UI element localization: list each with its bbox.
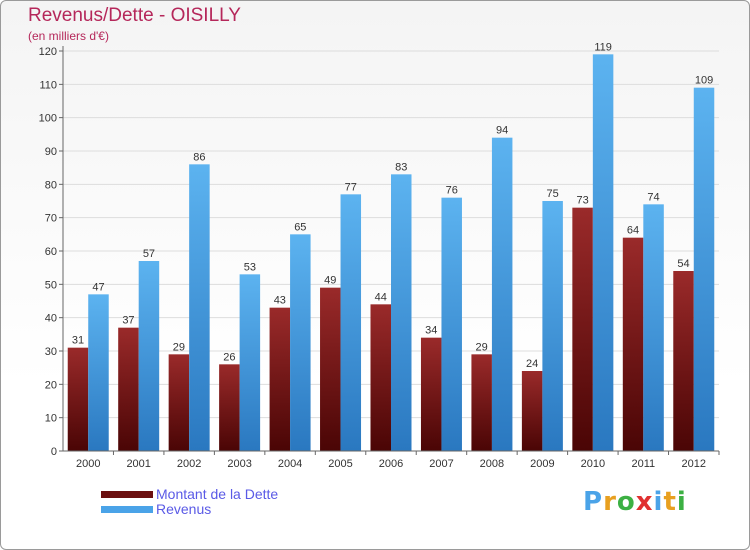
- legend-swatch-dette: [101, 491, 153, 498]
- bar-revenus: [239, 274, 261, 451]
- x-tick-label: 2000: [76, 458, 100, 470]
- data-label-revenus: 109: [695, 75, 713, 87]
- x-tick-label: 2004: [278, 458, 302, 470]
- y-tick-label: 90: [45, 146, 57, 158]
- y-tick-label: 70: [45, 213, 57, 225]
- data-label-dette: 44: [375, 291, 387, 303]
- x-tick-label: 2002: [177, 458, 201, 470]
- data-label-revenus: 47: [92, 281, 104, 293]
- chart-title: Revenus/Dette - OISILLY: [28, 5, 241, 26]
- x-tick-label: 2001: [126, 458, 150, 470]
- data-label-dette: 54: [677, 258, 689, 270]
- data-label-revenus: 53: [244, 261, 256, 273]
- bar-dette: [320, 287, 341, 451]
- x-tick-label: 2011: [631, 458, 655, 470]
- bar-dette: [572, 207, 593, 451]
- data-label-dette: 26: [223, 351, 235, 363]
- data-label-revenus: 65: [294, 221, 306, 233]
- y-tick-label: 110: [39, 79, 57, 91]
- bar-dette: [471, 354, 492, 451]
- bar-revenus: [441, 197, 462, 451]
- y-tick-label: 20: [45, 379, 57, 391]
- bar-revenus: [391, 174, 412, 452]
- legend-label-dette: Montant de la Dette: [156, 486, 279, 502]
- data-label-dette: 49: [324, 275, 336, 287]
- data-label-revenus: 77: [345, 181, 357, 193]
- data-label-dette: 43: [274, 295, 286, 307]
- y-tick-label: 50: [45, 279, 57, 291]
- bar-dette: [673, 271, 694, 451]
- x-tick-label: 2005: [328, 458, 352, 470]
- data-label-dette: 64: [627, 225, 639, 237]
- data-label-dette: 37: [122, 315, 134, 327]
- data-label-revenus: 94: [496, 125, 508, 137]
- bar-revenus: [88, 294, 109, 451]
- data-label-revenus: 74: [647, 191, 659, 203]
- x-tick-label: 2012: [682, 458, 706, 470]
- x-tick-label: 2007: [429, 458, 453, 470]
- x-tick-label: 2009: [530, 458, 554, 470]
- bar-revenus: [138, 261, 160, 451]
- bar-dette: [168, 354, 190, 451]
- chart-subtitle: (en milliers d'€): [28, 29, 109, 43]
- bar-dette: [622, 237, 644, 451]
- y-tick-label: 120: [39, 46, 57, 58]
- data-label-dette: 29: [476, 341, 488, 353]
- bar-dette: [420, 337, 442, 451]
- legend-label-revenus: Revenus: [156, 501, 212, 517]
- bar-revenus: [340, 194, 362, 452]
- y-tick-label: 100: [39, 113, 57, 125]
- y-tick-label: 0: [51, 446, 57, 458]
- data-label-revenus: 119: [594, 41, 612, 53]
- bar-dette: [219, 364, 240, 451]
- data-label-revenus: 76: [446, 185, 458, 197]
- bar-dette: [118, 327, 139, 451]
- data-label-dette: 73: [576, 195, 588, 207]
- bar-revenus: [542, 201, 563, 451]
- bar-dette: [370, 304, 391, 451]
- y-tick-label: 60: [45, 246, 57, 258]
- data-label-dette: 29: [173, 341, 185, 353]
- x-tick-label: 2010: [581, 458, 605, 470]
- data-label-revenus: 83: [395, 161, 407, 173]
- data-label-revenus: 86: [193, 151, 205, 163]
- data-label-revenus: 75: [547, 188, 559, 200]
- y-tick-label: 10: [45, 413, 57, 425]
- y-tick-label: 40: [45, 313, 57, 325]
- data-label-dette: 24: [526, 358, 538, 370]
- data-label-dette: 31: [72, 335, 84, 347]
- x-tick-label: 2006: [379, 458, 403, 470]
- data-label-revenus: 57: [143, 248, 155, 260]
- bar-revenus: [491, 137, 513, 451]
- bar-revenus: [643, 204, 664, 451]
- bar-revenus: [592, 54, 614, 451]
- y-tick-label: 30: [45, 346, 57, 358]
- x-tick-label: 2008: [480, 458, 504, 470]
- bar-revenus: [693, 87, 715, 452]
- bar-revenus: [290, 234, 311, 451]
- bar-revenus: [189, 164, 210, 452]
- bar-dette: [521, 371, 543, 451]
- x-tick-label: 2003: [227, 458, 251, 470]
- data-label-dette: 34: [425, 325, 437, 337]
- y-tick-label: 80: [45, 179, 57, 191]
- bar-dette: [269, 307, 291, 451]
- proxiti-logo: Proxiti: [583, 487, 687, 517]
- bar-dette: [67, 347, 89, 451]
- legend-swatch-revenus: [101, 506, 153, 513]
